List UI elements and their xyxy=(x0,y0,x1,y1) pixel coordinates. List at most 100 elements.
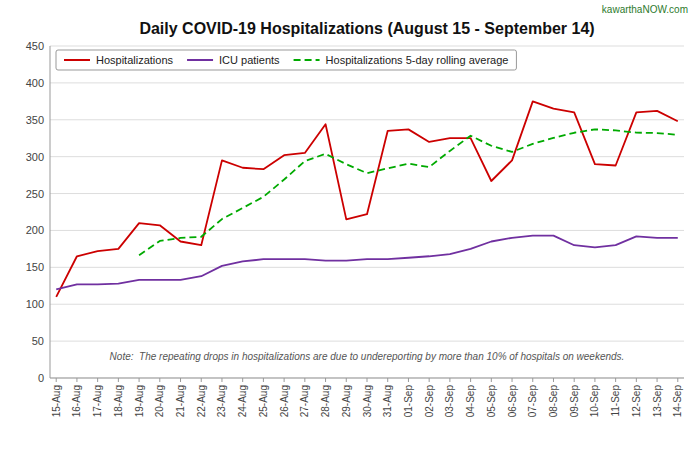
x-tick-label: 01-Sep xyxy=(403,385,414,418)
x-tick-label: 31-Aug xyxy=(382,385,393,417)
x-tick-label: 16-Aug xyxy=(71,385,82,417)
x-tick xyxy=(657,378,658,382)
grid-line xyxy=(50,304,684,305)
x-tick xyxy=(346,378,347,382)
x-tick-label: 21-Aug xyxy=(175,385,186,417)
x-tick xyxy=(512,378,513,382)
y-tick-label: 200 xyxy=(26,224,44,236)
grid-line xyxy=(50,82,684,83)
x-tick-label: 18-Aug xyxy=(113,385,124,417)
x-tick-label: 28-Aug xyxy=(320,385,331,417)
y-axis-line xyxy=(50,46,51,378)
x-tick xyxy=(242,378,243,382)
grid-line xyxy=(50,119,684,120)
x-tick xyxy=(532,378,533,382)
grid-line xyxy=(50,46,684,47)
x-tick xyxy=(615,378,616,382)
x-tick-label: 25-Aug xyxy=(258,385,269,417)
x-tick-label: 13-Sep xyxy=(652,385,663,418)
x-tick xyxy=(180,378,181,382)
x-tick xyxy=(553,378,554,382)
x-tick xyxy=(449,378,450,382)
series-line xyxy=(56,236,678,290)
x-tick xyxy=(408,378,409,382)
x-tick xyxy=(284,378,285,382)
legend-label: Hospitalizations xyxy=(96,54,174,66)
x-tick xyxy=(429,378,430,382)
x-tick xyxy=(636,378,637,382)
x-tick xyxy=(325,378,326,382)
x-tick xyxy=(594,378,595,382)
x-tick-label: 09-Sep xyxy=(569,385,580,418)
x-tick-label: 06-Sep xyxy=(507,385,518,418)
background xyxy=(0,0,696,463)
x-tick xyxy=(470,378,471,382)
x-tick-label: 23-Aug xyxy=(216,385,227,417)
x-tick-label: 19-Aug xyxy=(134,385,145,417)
x-tick-label: 08-Sep xyxy=(548,385,559,418)
lines xyxy=(56,101,678,297)
legend-item: Hospitalizations 5-day rolling average xyxy=(294,54,509,66)
x-tick xyxy=(118,378,119,382)
x-tick xyxy=(491,378,492,382)
legend-swatch xyxy=(64,59,90,61)
y-tick-label: 300 xyxy=(26,151,44,163)
series-line xyxy=(56,101,678,297)
y-tick-label: 400 xyxy=(26,77,44,89)
x-tick-label: 30-Aug xyxy=(362,385,373,417)
x-tick-label: 29-Aug xyxy=(341,385,352,417)
legend-swatch xyxy=(294,59,320,61)
x-tick xyxy=(139,378,140,382)
legend-label: ICU patients xyxy=(219,54,280,66)
x-tick xyxy=(677,378,678,382)
x-tick xyxy=(76,378,77,382)
legend: Hospitalizations ICU patients Hospitalizat… xyxy=(56,50,516,70)
x-tick xyxy=(201,378,202,382)
y-tick-label: 450 xyxy=(26,40,44,52)
x-tick-label: 03-Sep xyxy=(444,385,455,418)
x-tick-label: 04-Sep xyxy=(465,385,476,418)
x-tick-label: 11-Sep xyxy=(610,385,621,417)
grid-line xyxy=(50,230,684,231)
x-tick-label: 05-Sep xyxy=(486,385,497,418)
y-tick-label: 0 xyxy=(38,372,44,384)
grid-line xyxy=(50,156,684,157)
grid-line xyxy=(50,341,684,342)
x-tick-label: 27-Aug xyxy=(299,385,310,417)
x-tick-label: 14-Sep xyxy=(672,385,683,418)
chart: 05010015020025030035040045015-Aug16-Aug1… xyxy=(0,0,696,463)
x-tick xyxy=(221,378,222,382)
x-tick-label: 12-Sep xyxy=(631,385,642,418)
x-tick-label: 17-Aug xyxy=(92,385,103,417)
x-tick xyxy=(263,378,264,382)
x-tick xyxy=(367,378,368,382)
x-tick-label: 10-Sep xyxy=(589,385,600,418)
legend-label: Hospitalizations 5-day rolling average xyxy=(326,54,509,66)
watermark: kawarthaNOW.com xyxy=(602,4,688,15)
x-tick-label: 22-Aug xyxy=(196,385,207,417)
x-tick xyxy=(97,378,98,382)
y-tick-label: 150 xyxy=(26,261,44,273)
x-tick xyxy=(387,378,388,382)
note-background xyxy=(107,350,628,363)
x-tick xyxy=(159,378,160,382)
y-tick-label: 250 xyxy=(26,188,44,200)
x-tick-label: 07-Sep xyxy=(527,385,538,418)
series-line xyxy=(139,129,678,255)
y-tick-label: 100 xyxy=(26,298,44,310)
x-tick xyxy=(56,378,57,382)
grid-line xyxy=(50,193,684,194)
x-tick xyxy=(574,378,575,382)
legend-swatch xyxy=(187,59,213,61)
title: Daily COVID-19 Hospitalizations (August … xyxy=(139,20,594,37)
legend-item: ICU patients xyxy=(187,54,280,66)
x-tick xyxy=(304,378,305,382)
x-tick-label: 26-Aug xyxy=(279,385,290,417)
legend-box xyxy=(56,50,516,70)
x-tick-label: 24-Aug xyxy=(237,385,248,417)
y-tick-label: 350 xyxy=(26,114,44,126)
grid-line xyxy=(50,267,684,268)
y-grid xyxy=(50,46,684,378)
x-tick-label: 15-Aug xyxy=(51,385,62,417)
legend-item: Hospitalizations xyxy=(64,54,174,66)
